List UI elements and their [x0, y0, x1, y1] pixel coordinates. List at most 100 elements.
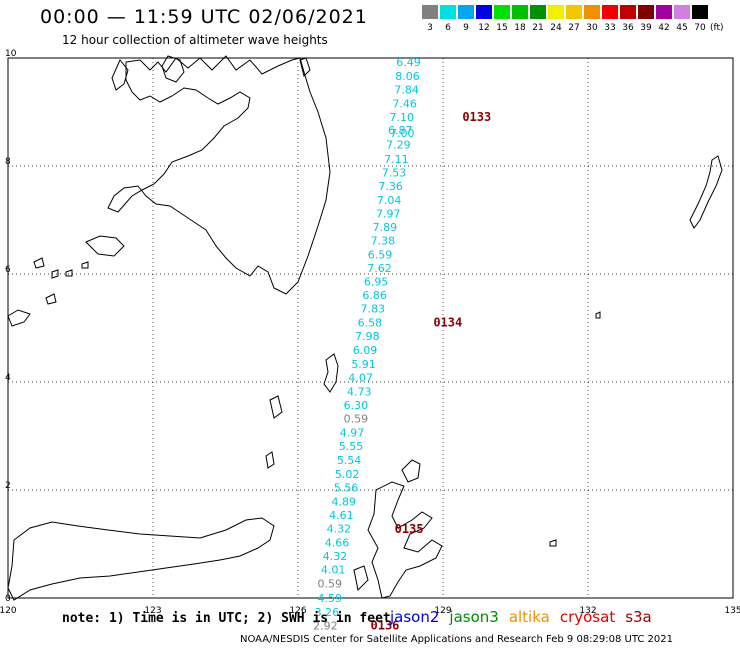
lon-tick-label: 132	[579, 606, 596, 616]
sulu-islet-4	[65, 269, 73, 277]
sonsorol-islet	[549, 539, 557, 547]
legend-swatch	[566, 5, 582, 19]
map-title: 00:00 — 11:59 UTC 02/06/2021	[40, 6, 368, 28]
lon-tick-label: 135	[724, 606, 740, 616]
axis-tick-labels: 120 123 126 129 132 135 0 2 4 6 8 10	[0, 49, 740, 616]
sulu-islet-3	[45, 293, 57, 305]
legend-label: 15	[496, 23, 508, 33]
swh-reading: 0.59	[317, 578, 342, 591]
lon-tick-label: 123	[144, 606, 161, 616]
swh-reading: 4.07	[348, 371, 373, 384]
negros-coast	[111, 59, 129, 91]
satellite-name: s3a	[625, 608, 652, 626]
swh-reading: 6.49	[396, 56, 421, 69]
swh-reading: 7.46	[392, 98, 417, 111]
swh-reading: 6.09	[353, 344, 378, 357]
swh-reading: 4.32	[327, 523, 352, 536]
legend-swatch	[440, 5, 456, 19]
legend-label: 3	[427, 23, 433, 33]
tobi-islet	[595, 311, 601, 319]
legend-label: 30	[586, 23, 598, 33]
legend-swatch	[692, 5, 708, 19]
pass-time-labels: 0133 0134 0135 0136	[371, 110, 492, 632]
swh-reading: 4.97	[340, 427, 365, 440]
swh-reading: 7.62	[367, 262, 392, 275]
siargao-coast	[299, 57, 311, 77]
legend-swatch	[638, 5, 654, 19]
swh-reading: 4.01	[321, 564, 346, 577]
swh-reading: 6.30	[344, 399, 369, 412]
pass-time-label: 0134	[433, 315, 462, 329]
legend-unit: (ft)	[710, 23, 724, 33]
swh-reading: 7.00	[390, 127, 415, 140]
swh-reading: 6.58	[358, 316, 383, 329]
siau-coast	[265, 451, 275, 469]
lat-tick-label: 6	[5, 265, 11, 275]
morotai-coast	[401, 459, 421, 483]
legend-swatch	[422, 5, 438, 19]
mindanao-coast	[107, 55, 331, 295]
legend-label: 18	[514, 23, 526, 33]
legend-swatch	[674, 5, 690, 19]
sulu-coast	[7, 309, 31, 327]
legend-swatch	[584, 5, 600, 19]
map-subtitle: 12 hour collection of altimeter wave hei…	[62, 33, 328, 47]
swh-reading: 7.89	[373, 221, 398, 234]
swh-reading: 7.98	[355, 330, 380, 343]
swh-reading: 5.55	[339, 440, 364, 453]
swh-reading: 6.95	[364, 275, 389, 288]
sangihe-coast	[269, 395, 283, 419]
lon-tick-label: 129	[434, 606, 451, 616]
swh-reading: 4.59	[317, 592, 342, 605]
swh-reading: 7.10	[390, 111, 415, 124]
swh-reading: 5.54	[337, 454, 362, 467]
legend-label: 9	[463, 23, 469, 33]
swh-reading: 7.36	[378, 180, 403, 193]
swh-reading: 5.02	[335, 468, 360, 481]
legend-swatch	[548, 5, 564, 19]
swh-reading: 3.26	[315, 606, 340, 619]
legend-label: 42	[658, 23, 670, 33]
satellite-name: jason3	[449, 608, 499, 626]
credit-line: NOAA/NESDIS Center for Satellite Applica…	[240, 634, 673, 645]
swh-reading: 5.56	[334, 482, 359, 495]
satellite-name: altika	[508, 608, 550, 626]
pass-time-label: 0133	[462, 110, 491, 124]
footnote: note: 1) Time is in UTC; 2) SWH is in fe…	[62, 611, 391, 626]
lon-tick-label: 120	[0, 606, 17, 616]
legend-label: 33	[604, 23, 616, 33]
halmahera-coast	[367, 481, 443, 599]
legend-swatch	[494, 5, 510, 19]
legend-label: 21	[532, 23, 544, 33]
sulawesi-coast	[7, 517, 275, 601]
swh-reading: 0.59	[344, 413, 369, 426]
pass-time-label: 0136	[371, 618, 400, 632]
bacan-coast	[353, 565, 369, 592]
pass-time-label: 0135	[395, 522, 424, 536]
lat-lon-grid	[7, 57, 734, 599]
swh-reading: 4.73	[347, 386, 372, 399]
lat-tick-label: 8	[5, 157, 11, 167]
legend-label: 12	[478, 23, 490, 33]
lat-tick-label: 2	[5, 481, 11, 491]
legend-swatch	[656, 5, 672, 19]
legend-swatch	[512, 5, 528, 19]
swh-reading: 4.32	[323, 550, 348, 563]
swh-reading: 4.66	[325, 537, 350, 550]
wave-height-readings: 6.498.067.847.467.106.877.007.297.117.53…	[313, 56, 421, 632]
legend-label: 27	[568, 23, 580, 33]
talaud-coast	[323, 353, 339, 393]
swh-reading: 7.84	[394, 84, 419, 97]
legend-label: 24	[550, 23, 562, 33]
basilan-coast	[85, 235, 125, 257]
swh-reading: 7.53	[382, 166, 407, 179]
map-frame	[7, 57, 734, 599]
lon-tick-label: 126	[289, 606, 306, 616]
satellite-legend: jason2 jason3 altika cryosat s3a	[390, 608, 662, 626]
swh-reading: 4.89	[332, 496, 357, 509]
coastlines	[7, 55, 723, 601]
swh-reading: 7.38	[371, 234, 396, 247]
legend-label: 70	[694, 23, 706, 33]
legend-label: 36	[622, 23, 634, 33]
